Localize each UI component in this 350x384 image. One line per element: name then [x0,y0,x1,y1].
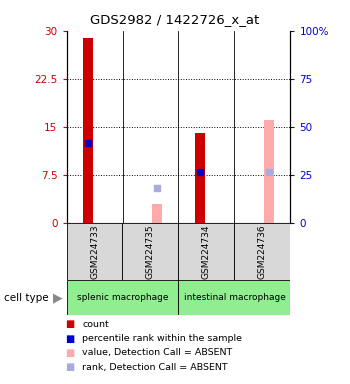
Text: ■: ■ [65,362,75,372]
Text: GDS2982 / 1422726_x_at: GDS2982 / 1422726_x_at [90,13,260,26]
Bar [178,223,234,280]
Text: ▶: ▶ [53,291,63,304]
Text: splenic macrophage: splenic macrophage [77,293,168,302]
Text: GSM224734: GSM224734 [202,224,211,279]
Text: ■: ■ [65,334,75,344]
Text: intestinal macrophage: intestinal macrophage [183,293,286,302]
Bar [264,120,274,223]
Bar [83,38,93,223]
Text: GSM224735: GSM224735 [146,224,155,279]
Bar [152,204,162,223]
Bar [122,223,178,280]
Text: ■: ■ [65,319,75,329]
Bar [234,223,290,280]
Text: GSM224736: GSM224736 [258,224,267,279]
Text: count: count [82,320,109,329]
Bar [195,133,205,223]
Text: GSM224733: GSM224733 [90,224,99,279]
Text: cell type: cell type [4,293,48,303]
Text: value, Detection Call = ABSENT: value, Detection Call = ABSENT [82,348,232,358]
Text: rank, Detection Call = ABSENT: rank, Detection Call = ABSENT [82,362,228,372]
Text: ■: ■ [65,348,75,358]
Text: percentile rank within the sample: percentile rank within the sample [82,334,242,343]
Bar [66,280,178,315]
Bar [66,223,122,280]
Bar [178,280,290,315]
